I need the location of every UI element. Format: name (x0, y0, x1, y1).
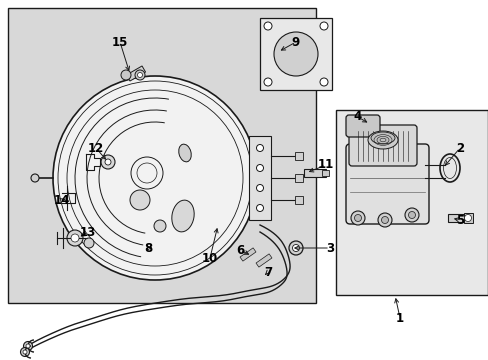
Bar (294, 152, 303, 160)
Circle shape (101, 155, 115, 169)
Circle shape (154, 220, 165, 232)
Circle shape (256, 144, 263, 152)
Circle shape (407, 211, 415, 219)
FancyBboxPatch shape (346, 115, 379, 137)
Circle shape (256, 184, 263, 192)
Circle shape (31, 174, 39, 182)
Text: 11: 11 (317, 158, 333, 171)
Bar (294, 196, 303, 204)
Text: 6: 6 (235, 243, 244, 256)
Text: 10: 10 (202, 252, 218, 265)
Circle shape (130, 190, 150, 210)
Ellipse shape (179, 144, 191, 162)
Circle shape (71, 234, 79, 242)
Text: 14: 14 (54, 194, 70, 207)
Circle shape (264, 78, 271, 86)
Circle shape (121, 70, 131, 80)
Circle shape (464, 215, 470, 221)
Text: 12: 12 (88, 141, 104, 154)
Circle shape (319, 22, 327, 30)
Circle shape (23, 350, 27, 354)
Circle shape (20, 347, 29, 356)
Circle shape (381, 216, 387, 224)
Circle shape (256, 204, 263, 211)
Text: 4: 4 (353, 111, 362, 123)
Bar (126, 66, 145, 81)
Circle shape (319, 78, 327, 86)
Circle shape (273, 32, 317, 76)
Text: 9: 9 (291, 36, 300, 49)
Circle shape (84, 238, 94, 248)
Circle shape (105, 159, 111, 165)
Bar (248, 136, 270, 220)
Bar (304, 169, 325, 177)
Bar (335, 110, 487, 295)
Circle shape (404, 208, 418, 222)
Text: 1: 1 (395, 311, 403, 324)
Ellipse shape (171, 200, 194, 232)
Text: 3: 3 (325, 242, 333, 255)
Circle shape (350, 211, 364, 225)
Text: 2: 2 (455, 141, 463, 154)
Text: 8: 8 (143, 242, 152, 255)
Ellipse shape (367, 131, 397, 149)
Circle shape (135, 70, 145, 80)
Bar (463, 213, 472, 223)
Text: 13: 13 (80, 225, 96, 238)
Bar (260, 18, 331, 90)
Circle shape (292, 244, 299, 252)
FancyBboxPatch shape (346, 144, 428, 224)
Circle shape (354, 215, 361, 221)
Bar (447, 214, 467, 222)
Bar (256, 254, 271, 267)
Ellipse shape (370, 132, 394, 144)
Circle shape (67, 230, 83, 246)
Bar (240, 248, 255, 261)
Circle shape (256, 165, 263, 171)
Text: 7: 7 (264, 266, 271, 279)
Bar (294, 174, 303, 182)
Bar (8, 8, 315, 303)
FancyBboxPatch shape (348, 125, 416, 166)
Circle shape (264, 22, 271, 30)
Circle shape (53, 76, 257, 280)
Text: 15: 15 (112, 36, 128, 49)
Circle shape (377, 213, 391, 227)
Circle shape (26, 344, 30, 348)
Text: 5: 5 (455, 213, 463, 226)
Circle shape (23, 342, 32, 351)
Circle shape (137, 72, 142, 77)
Circle shape (288, 241, 303, 255)
Bar (321, 170, 328, 176)
